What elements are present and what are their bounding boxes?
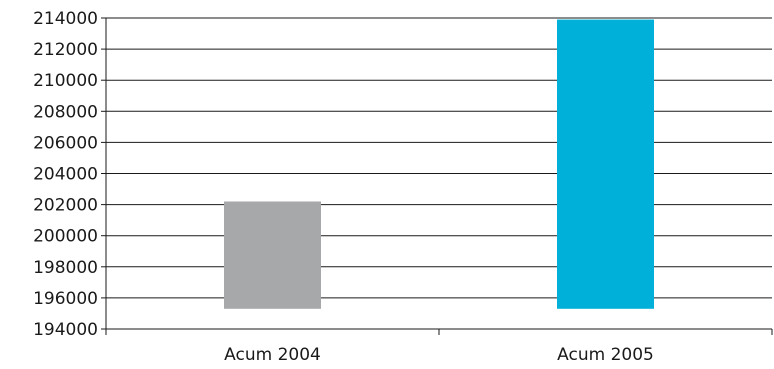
bar-acum-2005 — [557, 19, 654, 309]
bar-acum-2004 — [224, 201, 321, 309]
y-tick-label: 204000 — [33, 165, 98, 185]
y-tick-label: 198000 — [33, 258, 98, 278]
y-tick-label: 206000 — [33, 133, 98, 153]
y-tick-label: 196000 — [33, 289, 98, 309]
y-tick-label: 208000 — [33, 102, 98, 122]
y-tick-label: 202000 — [33, 196, 98, 216]
x-category-label: Acum 2005 — [557, 345, 654, 365]
y-tick-label: 212000 — [33, 40, 98, 60]
x-category-label: Acum 2004 — [224, 345, 321, 365]
y-tick-label: 214000 — [33, 9, 98, 29]
y-tick-label: 210000 — [33, 71, 98, 91]
y-tick-label: 194000 — [33, 320, 98, 340]
y-tick-label: 200000 — [33, 227, 98, 247]
